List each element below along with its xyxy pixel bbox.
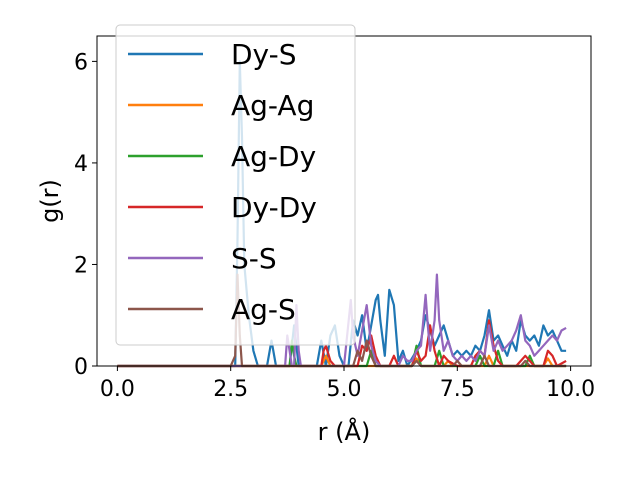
series-line-dy-dy: [117, 319, 567, 368]
x-axis-label: r (Å): [318, 417, 371, 446]
y-tick-label: 4: [74, 152, 88, 177]
y-axis: 0 2 4 6: [74, 50, 97, 380]
legend-label: Ag-Dy: [231, 140, 316, 173]
y-tick-label: 2: [74, 253, 88, 278]
legend-label: Dy-S: [231, 38, 297, 71]
legend-label: S-S: [231, 242, 277, 275]
x-tick-label: 7.5: [440, 377, 475, 402]
legend-label: Dy-Dy: [231, 191, 317, 224]
x-tick-label: 2.5: [213, 377, 248, 402]
legend-label: Ag-S: [231, 293, 296, 326]
x-tick-label: 0.0: [100, 377, 135, 402]
x-axis: 0.0 2.5 5.0 7.5 10.0: [100, 366, 595, 402]
y-tick-label: 0: [74, 355, 88, 380]
y-tick-label: 6: [74, 50, 88, 75]
x-tick-label: 5.0: [327, 377, 362, 402]
legend-label: Ag-Ag: [231, 89, 314, 122]
x-tick-label: 10.0: [546, 377, 595, 402]
y-axis-label: g(r): [36, 179, 64, 223]
legend: Dy-S Ag-Ag Ag-Dy Dy-Dy S-S Ag-S: [115, 24, 356, 346]
